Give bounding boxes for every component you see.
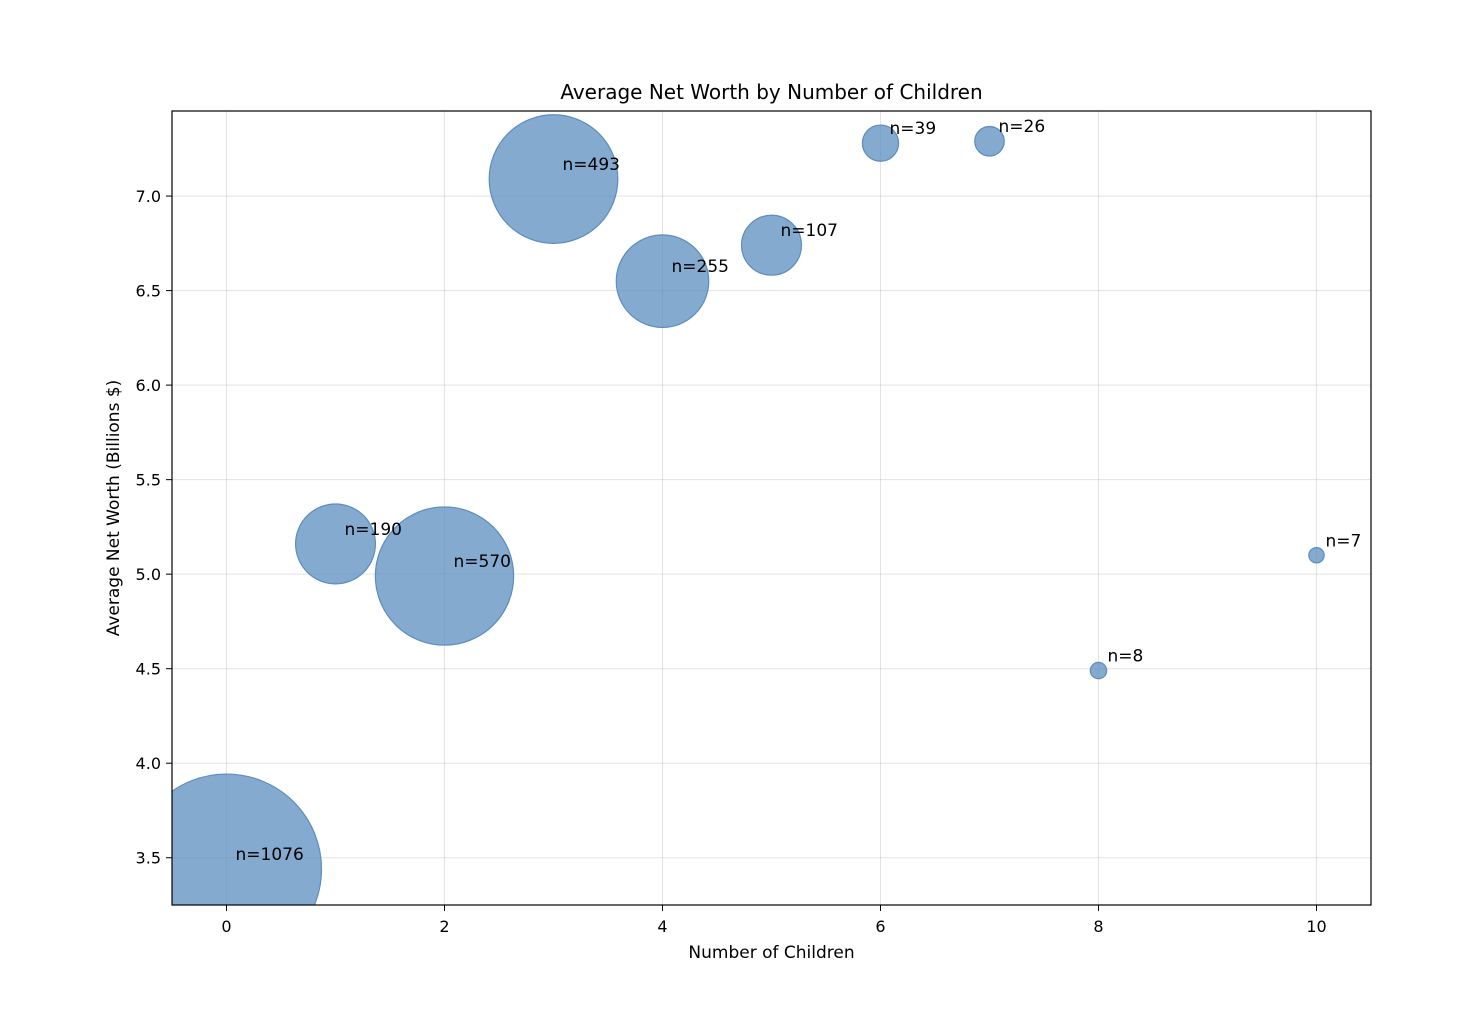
x-axis: 0 2 4 6 8 10 <box>221 905 1327 936</box>
bubble-point <box>1308 546 1325 564</box>
bubble-label: n=570 <box>454 552 511 572</box>
x-tick-label: 10 <box>1306 917 1326 936</box>
bubble-point <box>861 124 900 162</box>
y-tick-label: 4.5 <box>136 660 161 679</box>
plot-frame <box>171 110 1372 906</box>
y-axis-label: Average Net Worth (Billions $) <box>104 380 124 637</box>
x-tick-label: 6 <box>875 917 885 936</box>
y-tick-label: 3.5 <box>136 849 161 868</box>
bubble-labels: n=1076 n=190 n=570 n=493 n=255 n=107 n=39 n=26 n… <box>236 117 1362 865</box>
bubble-point <box>740 214 803 276</box>
y-tick-label: 6.5 <box>136 282 161 301</box>
grid-lines <box>172 111 1371 905</box>
x-tick-label: 4 <box>657 917 667 936</box>
bubble-label: n=7 <box>1326 531 1362 551</box>
y-tick-label: 6.0 <box>136 376 161 395</box>
x-tick-label: 0 <box>221 917 231 936</box>
x-tick-label: 8 <box>1093 917 1103 936</box>
bubble-point <box>974 125 1005 157</box>
bubbles <box>172 114 1325 905</box>
y-axis: 3.5 4.0 4.5 5.0 5.5 6.0 6.5 7.0 <box>136 187 172 868</box>
bubble-label: n=39 <box>890 119 937 139</box>
y-tick-label: 7.0 <box>136 187 161 206</box>
bubble-point <box>1089 661 1108 680</box>
chart-title: Average Net Worth by Number of Children <box>560 80 982 104</box>
y-tick-label: 5.5 <box>136 471 161 490</box>
bubble-point <box>294 503 377 585</box>
bubble-label: n=190 <box>345 520 402 540</box>
bubble-label: n=493 <box>563 155 620 175</box>
bubble-label: n=255 <box>672 257 729 277</box>
bubble-point <box>374 506 515 646</box>
bubble-label: n=8 <box>1108 647 1144 667</box>
y-tick-label: 5.0 <box>136 565 161 584</box>
bubble-point <box>488 114 619 244</box>
bubble-point <box>172 773 323 905</box>
bubble-label: n=107 <box>781 221 838 241</box>
bubble-label: n=1076 <box>236 845 304 865</box>
bubble-point <box>615 234 710 328</box>
bubble-label: n=26 <box>999 117 1046 137</box>
x-tick-label: 2 <box>439 917 449 936</box>
y-tick-label: 4.0 <box>136 754 161 773</box>
x-axis-label: Number of Children <box>688 943 854 963</box>
